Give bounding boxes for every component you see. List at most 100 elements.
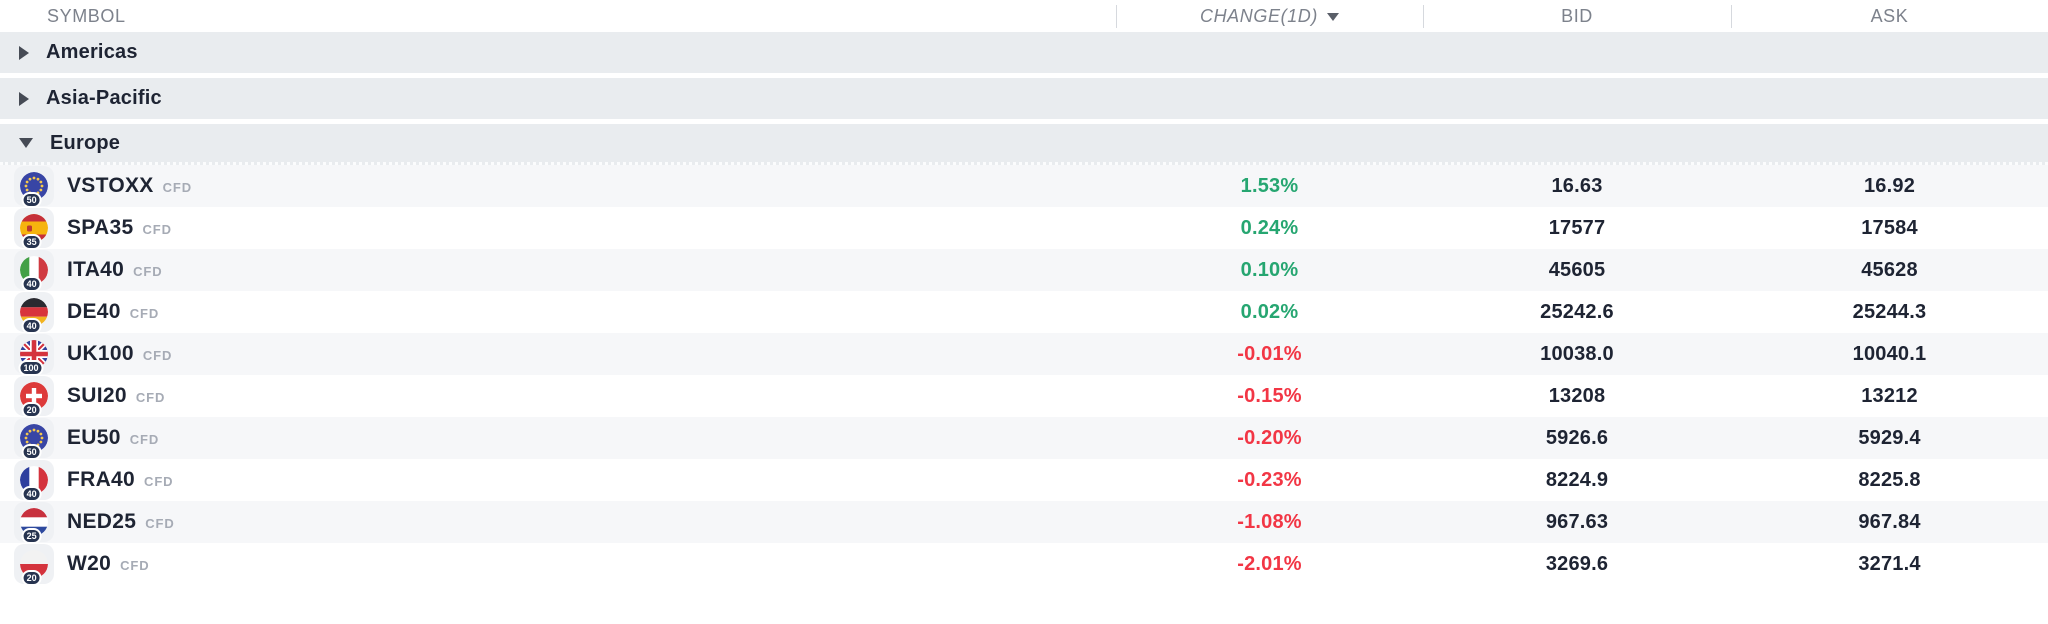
instrument-type-label: CFD (144, 474, 174, 489)
change-cell: -0.23% (1237, 468, 1302, 491)
symbol-row-vstoxx[interactable]: 50 VSTOXX CFD 1.53% 16.63 16.92 (0, 165, 2048, 208)
bid-cell: 13208 (1548, 384, 1606, 407)
flag-badge: 40 (21, 318, 42, 334)
symbol-name: DE40 (67, 300, 121, 323)
group-row-americas[interactable]: Americas (0, 32, 2048, 73)
symbol-row-w20[interactable]: 20 W20 CFD -2.01% 3269.6 3271.4 (0, 543, 2048, 586)
symbol-cell: 40 DE40 CFD (0, 292, 1116, 334)
group-row-europe[interactable]: Europe (0, 124, 2048, 165)
bid-cell: 967.63 (1545, 510, 1609, 533)
chevron-right-icon (19, 45, 29, 60)
chevron-down-icon (19, 138, 33, 148)
symbol-name: UK100 (67, 342, 134, 365)
group-label: Asia-Pacific (46, 87, 162, 109)
instrument-type-label: CFD (129, 306, 160, 321)
group-label: Europe (50, 131, 121, 154)
change-cell: 0.24% (1240, 216, 1299, 239)
bid-cell: 16.63 (1551, 174, 1603, 197)
symbol-row-sui20[interactable]: 20 SUI20 CFD -0.15% 13208 13212 (0, 375, 2048, 418)
column-header-change-label: CHANGE(1D) (1199, 5, 1318, 26)
column-header-ask-label: ASK (1870, 5, 1909, 26)
group-label: Americas (46, 41, 138, 63)
symbol-row-spa35[interactable]: 35 SPA35 CFD 0.24% 17577 17584 (0, 207, 2048, 250)
ask-cell: 8225.8 (1858, 468, 1921, 491)
instrument-type-label: CFD (142, 348, 173, 363)
flag-badge: 40 (21, 486, 42, 502)
flag-badge: 50 (21, 192, 42, 208)
change-cell: -1.08% (1237, 510, 1302, 533)
symbol-icon: 20 (14, 544, 54, 586)
symbol-cell: 25 NED25 CFD (0, 502, 1116, 544)
symbol-row-fra40[interactable]: 40 FRA40 CFD -0.23% 8224.9 8225.8 (0, 459, 2048, 502)
instrument-type-label: CFD (129, 432, 160, 447)
ask-cell: 16.92 (1863, 174, 1916, 197)
group-row-asia-pacific[interactable]: Asia-Pacific (0, 78, 2048, 119)
change-cell: 0.10% (1240, 258, 1299, 281)
symbol-icon: 100 (14, 334, 54, 376)
flag-badge: 25 (21, 528, 42, 544)
sort-desc-icon (1327, 12, 1339, 21)
bid-cell: 17577 (1548, 216, 1606, 239)
bid-cell: 3269.6 (1545, 552, 1609, 575)
change-cell: 0.02% (1240, 300, 1299, 323)
change-cell: -0.01% (1237, 342, 1302, 365)
symbol-icon: 35 (14, 208, 54, 250)
symbol-icon: 40 (14, 460, 54, 502)
bid-cell: 5926.6 (1545, 426, 1609, 449)
column-header-bid[interactable]: BID (1423, 0, 1731, 32)
bid-cell: 8224.9 (1545, 468, 1609, 491)
symbol-icon: 50 (14, 166, 54, 208)
symbol-icon: 40 (14, 250, 54, 292)
flag-badge: 50 (21, 444, 42, 460)
ask-cell: 13212 (1861, 384, 1918, 407)
ask-cell: 10040.1 (1852, 342, 1927, 365)
symbol-icon: 50 (14, 418, 54, 460)
instrument-type-label: CFD (162, 180, 193, 195)
bid-cell: 10038.0 (1540, 342, 1614, 365)
ask-cell: 17584 (1861, 216, 1918, 239)
ask-cell: 967.84 (1858, 510, 1921, 533)
ask-cell: 3271.4 (1858, 552, 1921, 575)
symbol-name: EU50 (67, 426, 121, 449)
change-cell: 1.53% (1240, 174, 1299, 197)
symbol-cell: 35 SPA35 CFD (0, 208, 1116, 250)
symbol-icon: 20 (14, 376, 54, 418)
symbol-row-de40[interactable]: 40 DE40 CFD 0.02% 25242.6 25244.3 (0, 291, 2048, 334)
symbol-row-uk100[interactable]: 100 UK100 CFD -0.01% 10038.0 10040.1 (0, 333, 2048, 376)
symbol-name: W20 (67, 552, 112, 575)
symbol-cell: 100 UK100 CFD (0, 334, 1116, 376)
flag-badge: 20 (21, 402, 42, 418)
symbol-name: FRA40 (67, 468, 136, 491)
column-header-ask[interactable]: ASK (1731, 0, 2048, 32)
instrument-type-label: CFD (142, 222, 172, 237)
watchlist-header-row: SYMBOL CHANGE(1D) BID ASK (0, 0, 2048, 32)
symbol-icon: 25 (14, 502, 54, 544)
symbol-cell: 50 EU50 CFD (0, 418, 1116, 460)
symbol-row-ned25[interactable]: 25 NED25 CFD -1.08% 967.63 967.84 (0, 501, 2048, 544)
symbol-name: SUI20 (67, 384, 127, 407)
bid-cell: 45605 (1548, 258, 1606, 281)
change-cell: -2.01% (1237, 552, 1302, 575)
ask-cell: 5929.4 (1858, 426, 1921, 449)
flag-badge: 100 (18, 360, 44, 376)
symbol-row-eu50[interactable]: 50 EU50 CFD -0.20% 5926.6 5929.4 (0, 417, 2048, 460)
column-header-symbol[interactable]: SYMBOL (0, 0, 1116, 32)
column-header-symbol-label: SYMBOL (47, 5, 126, 26)
flag-badge: 35 (21, 234, 42, 250)
change-cell: -0.20% (1237, 426, 1302, 449)
symbol-cell: 20 SUI20 CFD (0, 376, 1116, 418)
change-cell: -0.15% (1237, 384, 1302, 407)
symbol-icon: 40 (14, 292, 54, 334)
instrument-type-label: CFD (133, 264, 163, 279)
chevron-right-icon (19, 91, 29, 106)
ask-cell: 45628 (1861, 258, 1918, 281)
instrument-type-label: CFD (120, 558, 150, 573)
symbol-name: ITA40 (67, 258, 125, 281)
flag-badge: 40 (21, 276, 42, 292)
symbol-row-ita40[interactable]: 40 ITA40 CFD 0.10% 45605 45628 (0, 249, 2048, 292)
symbol-cell: 40 ITA40 CFD (0, 250, 1116, 292)
symbol-name: SPA35 (67, 216, 134, 239)
column-header-change[interactable]: CHANGE(1D) (1116, 0, 1423, 32)
symbol-name: VSTOXX (67, 174, 154, 197)
